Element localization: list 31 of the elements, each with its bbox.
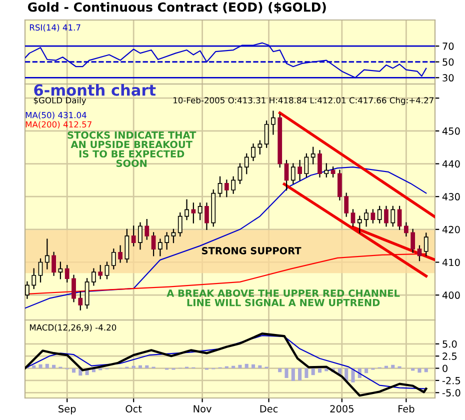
y-tick-label: 2.5 xyxy=(442,352,457,360)
x-tick-label: Nov xyxy=(194,405,212,412)
y-tick-label: -2.5 xyxy=(442,376,460,384)
y-tick-label: 50 xyxy=(442,58,454,66)
annotation: 6-month chart xyxy=(34,84,156,96)
text: MA(200) 412.57 xyxy=(26,121,92,129)
text: RSI(14) 41.7 xyxy=(30,24,80,32)
y-tick-label: 30 xyxy=(442,74,454,82)
annotation: A BREAK ABOVE THE UPPER RED CHANNEL LINE WILL SIGNAL A NEW UPTREND xyxy=(166,289,400,306)
text: MA(50) 431.04 xyxy=(26,112,86,120)
y-tick-label: 70 xyxy=(442,42,454,50)
y-tick-label: 0 xyxy=(442,364,448,372)
y-tick-label: -5.0 xyxy=(442,389,460,396)
annotation: STOCKS INDICATE THAT AN UPSIDE BREAKOUT IS TO BE EXPECTED SOON xyxy=(68,131,196,167)
y-tick-label: 430 xyxy=(442,193,460,200)
x-tick-label: Feb xyxy=(398,404,414,412)
y-tick-label: 400 xyxy=(442,292,460,299)
chart-title: Gold - Continuous Contract (EOD) ($GOLD) xyxy=(28,2,326,14)
x-tick-label: Oct xyxy=(126,405,142,412)
y-tick-label: 440 xyxy=(442,160,460,168)
y-tick-label: 5.0 xyxy=(442,340,457,348)
x-tick-label: Sep xyxy=(58,405,76,414)
y-tick-label: 420 xyxy=(442,226,460,234)
x-tick-label: 2005 xyxy=(330,405,354,412)
band-label: STRONG SUPPORT xyxy=(202,247,302,254)
annotation: 10-Feb-2005 O:413.31 H:418.84 L:412.01 C:417.66 Chg:+4.27 xyxy=(174,96,434,106)
annotation: $GOLD Daily xyxy=(34,96,86,106)
x-tick-label: Dec xyxy=(260,405,278,412)
y-tick-label: 410 xyxy=(442,258,460,266)
text: MACD(12,26,9) -4.20 xyxy=(30,324,116,332)
y-tick-label: 450 xyxy=(442,127,460,135)
